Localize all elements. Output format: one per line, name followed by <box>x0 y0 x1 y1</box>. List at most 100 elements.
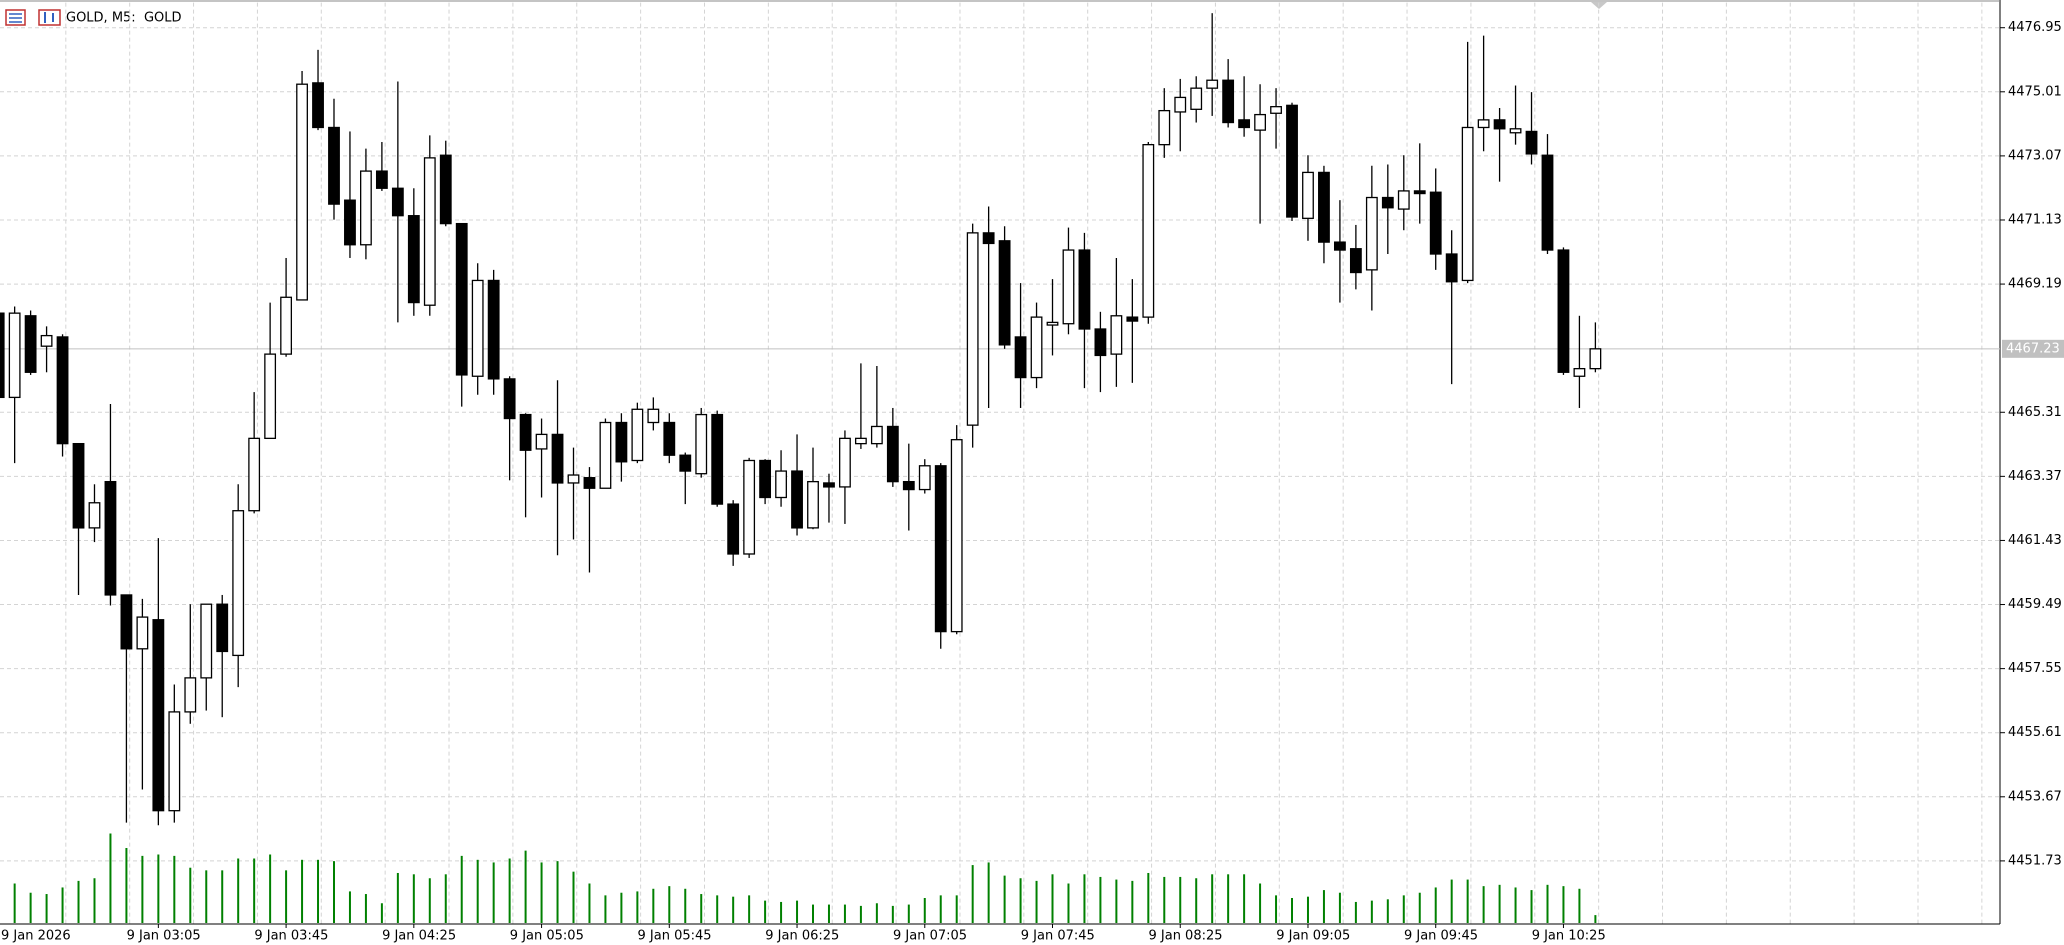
candle-body <box>934 465 947 633</box>
candle-body <box>1381 196 1394 209</box>
candle-body <box>663 421 676 456</box>
candle-body <box>216 603 229 653</box>
candle-body <box>120 594 133 650</box>
candle-body <box>280 296 293 355</box>
x-tick-label: 9 Jan 09:45 <box>1404 929 1478 944</box>
candle-body <box>104 480 117 596</box>
candle-body <box>1589 348 1602 370</box>
candle-body <box>328 126 340 205</box>
candle-body <box>72 442 85 529</box>
y-tick-label: 4476.95 <box>2008 20 2062 35</box>
candle-body <box>998 240 1011 346</box>
x-tick-label: 9 Jan 05:45 <box>638 929 712 944</box>
candle-body <box>184 677 197 713</box>
candle-body <box>264 353 277 440</box>
candle-body <box>471 279 484 377</box>
candle-body <box>487 279 500 380</box>
y-tick-label: 4451.73 <box>2008 853 2062 868</box>
y-tick-label: 4465.31 <box>2008 405 2062 420</box>
candle-body <box>1014 336 1027 379</box>
chart-icon[interactable] <box>38 9 61 26</box>
candle-body <box>823 482 835 488</box>
y-tick-label: 4453.67 <box>2008 789 2062 804</box>
candle-body <box>1094 328 1107 357</box>
candle-body <box>743 459 756 555</box>
candle-body <box>200 603 213 679</box>
candle-body <box>455 222 468 376</box>
candle-body <box>1429 191 1442 255</box>
x-tick-label: 9 Jan 03:05 <box>127 929 201 944</box>
candle-body <box>1270 106 1282 114</box>
y-tick-label: 4461.43 <box>2008 533 2062 548</box>
candle-body <box>56 336 69 445</box>
x-tick-label: 9 Jan 10:25 <box>1532 929 1606 944</box>
x-tick-label: 9 Jan 04:25 <box>382 929 456 944</box>
candle-body <box>1557 249 1570 373</box>
candle-body <box>24 315 37 373</box>
candle-body <box>679 454 692 472</box>
y-tick-label: 4463.37 <box>2008 469 2062 484</box>
candle-body <box>407 215 420 304</box>
candle-body <box>1206 79 1219 89</box>
candle-body <box>567 474 580 484</box>
candle-body <box>1397 190 1410 210</box>
candle-body <box>807 480 819 529</box>
candle-body <box>950 439 963 633</box>
candle-body <box>839 437 851 488</box>
candle-body <box>1222 79 1235 124</box>
candle-body <box>775 470 787 499</box>
candle-body <box>0 312 5 399</box>
candle-body <box>1365 196 1378 271</box>
x-tick-label: 9 Jan 07:05 <box>893 929 967 944</box>
y-tick-label: 4469.19 <box>2008 277 2062 292</box>
chart-title: GOLD, M5: GOLD <box>66 11 182 26</box>
candle-body <box>519 413 532 451</box>
candle-body <box>1062 249 1075 325</box>
candle-body <box>375 170 388 189</box>
y-tick-label: 4457.55 <box>2008 661 2062 676</box>
y-tick-label: 4475.01 <box>2008 84 2062 99</box>
price-label: 4467.23 <box>2006 341 2060 356</box>
y-tick-label: 4471.13 <box>2008 212 2062 227</box>
candle-body <box>1030 316 1043 379</box>
x-tick-label: 9 Jan 06:25 <box>765 929 839 944</box>
candle-body <box>551 433 564 484</box>
candle-body <box>248 437 261 512</box>
candle-body <box>1286 104 1298 218</box>
candle-body <box>902 480 915 491</box>
header: GOLD, M5: GOLD <box>5 9 182 26</box>
candle-body <box>1573 367 1586 377</box>
candle-body <box>1238 119 1251 129</box>
candle-body <box>312 82 324 129</box>
candle-body <box>1126 316 1139 322</box>
candle-body <box>1477 119 1490 129</box>
candle-body <box>886 425 899 483</box>
candle-body <box>1174 96 1187 113</box>
candle-body <box>647 408 660 424</box>
candle-body <box>1413 190 1426 195</box>
candle-body <box>535 433 548 450</box>
candle-body <box>1509 128 1522 134</box>
candle-body <box>711 413 724 505</box>
candle-body <box>615 421 628 463</box>
candle-body <box>152 619 165 812</box>
candle-body <box>439 154 452 225</box>
y-tick-label: 4459.49 <box>2008 597 2062 612</box>
candle-body <box>1493 119 1506 130</box>
candle-body <box>168 711 181 812</box>
candle-body <box>695 413 708 475</box>
candle-body <box>1142 144 1155 318</box>
x-tick-label: 9 Jan 2026 <box>1 929 71 944</box>
candle-body <box>727 503 740 555</box>
candle-body <box>1110 315 1123 355</box>
candle-body <box>1461 126 1474 282</box>
x-tick-label: 9 Jan 05:05 <box>510 929 584 944</box>
candle-body <box>1349 248 1362 274</box>
candle-body <box>918 465 931 491</box>
candle-body <box>1302 171 1314 219</box>
candle-body <box>503 378 516 420</box>
y-tick-label: 4455.61 <box>2008 725 2062 740</box>
candle-body <box>344 199 356 246</box>
